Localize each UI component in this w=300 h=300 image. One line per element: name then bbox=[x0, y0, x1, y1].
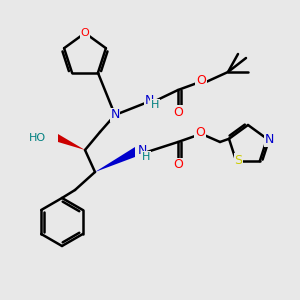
Text: N: N bbox=[144, 94, 154, 107]
Text: O: O bbox=[196, 74, 206, 88]
Text: N: N bbox=[264, 133, 274, 146]
Polygon shape bbox=[95, 147, 135, 172]
Text: O: O bbox=[81, 28, 89, 38]
Text: H: H bbox=[142, 152, 150, 162]
Text: HO: HO bbox=[29, 133, 46, 143]
Text: O: O bbox=[173, 158, 183, 172]
Text: N: N bbox=[137, 143, 147, 157]
Text: N: N bbox=[110, 109, 120, 122]
Text: S: S bbox=[234, 154, 242, 167]
Polygon shape bbox=[58, 134, 85, 150]
Text: H: H bbox=[151, 100, 159, 110]
Text: O: O bbox=[195, 127, 205, 140]
Text: O: O bbox=[173, 106, 183, 118]
